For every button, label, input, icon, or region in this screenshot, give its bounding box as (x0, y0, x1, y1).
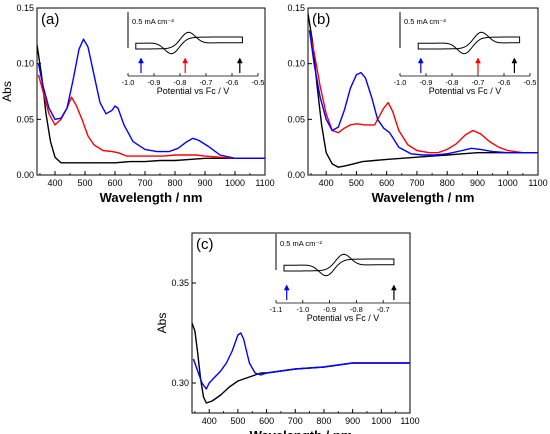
inset-arrow-head (138, 57, 144, 64)
y-axis-title: Abs (0, 81, 14, 102)
inset-x-tick-label: -0.7 (200, 78, 213, 87)
x-tick-label: 1100 (400, 416, 419, 426)
inset-arrow-head (391, 284, 397, 291)
inset-x-axis-title: Potential vs Fc / V (307, 313, 380, 323)
inset-arrow-head (475, 57, 481, 64)
inset-x-axis-title: Potential vs Fc / V (429, 86, 502, 96)
x-tick-label: 800 (440, 178, 455, 188)
panel-b: 400 500 600 700 800 900 1000 1100 0.00 0.05 0.10 0.… (287, 3, 547, 205)
inset-x-tick-label: -0.9 (148, 78, 161, 87)
x-tick-label: 600 (107, 178, 122, 188)
inset-scale-label: 0.5 mA cm⁻² (404, 17, 446, 26)
inset-x-tick-label: -0.8 (446, 78, 459, 87)
series-line (37, 38, 265, 159)
inset-x-tick-label: -0.9 (420, 78, 433, 87)
inset-x-tick-label: -0.6 (226, 78, 239, 87)
x-axis-title: Wavelength / nm (100, 190, 203, 205)
panel-a: 400 500 600 700 800 900 1000 1100 0.00 0.05 0.10 0.… (0, 3, 275, 205)
inset-x-tick-label: -0.7 (377, 305, 390, 314)
x-tick-label: 1000 (498, 178, 518, 188)
x-tick-label: 400 (202, 416, 217, 426)
y-tick-label: 0.05 (16, 114, 34, 124)
plot-frame (191, 232, 411, 414)
panel-label: (c) (196, 236, 214, 253)
series-line (308, 30, 538, 156)
inset-x-axis-title: Potential vs Fc / V (157, 86, 230, 96)
x-tick-label: 400 (319, 178, 334, 188)
y-tick-label: 0.15 (287, 3, 305, 13)
inset-arrow-head (511, 57, 518, 64)
inset-x-tick-label: -1.0 (122, 78, 135, 87)
y-tick-label: 0.00 (287, 170, 305, 180)
series-line (37, 74, 265, 159)
x-tick-label: 500 (77, 178, 92, 188)
y-tick-label: 0.00 (16, 170, 34, 180)
plot-frame (307, 7, 539, 176)
inset-arrow-head (236, 57, 243, 64)
series-line (37, 44, 265, 164)
inset-x-tick-label: -0.9 (323, 305, 336, 314)
x-tick-label: 800 (316, 416, 331, 426)
x-tick-label: 800 (167, 178, 182, 188)
x-axis-title: Wavelength / nm (250, 428, 353, 434)
inset-scale-label: 0.5 mA cm⁻² (132, 17, 174, 26)
inset-x-tick-label: -1.0 (394, 78, 407, 87)
x-tick-label: 1000 (225, 178, 245, 188)
inset-scale-label: 0.5 mA cm⁻² (280, 239, 322, 248)
y-tick-label: 0.35 (171, 278, 189, 288)
panel-label: (a) (41, 11, 59, 28)
x-tick-label: 400 (47, 178, 62, 188)
y-tick-label: 0.10 (16, 59, 34, 69)
x-tick-label: 700 (137, 178, 152, 188)
inset-cv-curve (283, 253, 395, 277)
x-tick-label: 900 (470, 178, 485, 188)
x-tick-label: 500 (230, 416, 245, 426)
series-line (308, 13, 538, 168)
panel-label: (b) (312, 11, 330, 28)
x-tick-label: 500 (349, 178, 364, 188)
x-tick-label: 1100 (255, 178, 274, 188)
y-tick-label: 0.05 (287, 114, 305, 124)
x-tick-label: 900 (345, 416, 360, 426)
inset-arrow-head (283, 284, 290, 291)
x-tick-label: 600 (379, 178, 394, 188)
plot-frame (36, 7, 266, 176)
inset-arrow-head (182, 57, 189, 64)
inset-cv: -1.0 -0.9 -0.8 -0.7 -0.6 -0.5 Potential vs Fc … (122, 12, 265, 96)
inset-cv-curve (417, 31, 521, 55)
inset-cv: -1.0 -0.9 -0.8 -0.7 -0.6 -0.5 Potential vs Fc … (394, 12, 537, 96)
inset-x-tick-label: -1.1 (270, 305, 283, 314)
inset-x-tick-label: -0.5 (524, 78, 537, 87)
inset-x-tick-label: -0.8 (350, 305, 363, 314)
inset-x-tick-label: -1.0 (296, 305, 309, 314)
series-line (308, 30, 538, 154)
inset-x-tick-label: -0.6 (498, 78, 511, 87)
x-tick-label: 700 (409, 178, 424, 188)
inset-x-tick-label: -0.7 (472, 78, 485, 87)
inset-cv-curve (135, 31, 243, 55)
panel-c: 400 500 600 700 800 900 1000 1100 0.30 0.35 Wavele… (155, 232, 420, 434)
x-tick-label: 700 (288, 416, 303, 426)
y-tick-label: 0.15 (16, 3, 34, 13)
x-tick-label: 1100 (528, 178, 547, 188)
y-tick-label: 0.10 (287, 59, 305, 69)
y-axis-title: Abs (155, 313, 169, 334)
inset-arrow-head (417, 57, 424, 64)
inset-x-tick-label: -0.5 (252, 78, 265, 87)
x-axis-title: Wavelength / nm (372, 190, 475, 205)
x-tick-label: 600 (259, 416, 274, 426)
x-tick-label: 1000 (371, 416, 391, 426)
inset-x-tick-label: -0.8 (174, 78, 187, 87)
y-tick-label: 0.30 (171, 378, 189, 388)
x-tick-label: 900 (197, 178, 212, 188)
series-line (192, 332, 410, 390)
